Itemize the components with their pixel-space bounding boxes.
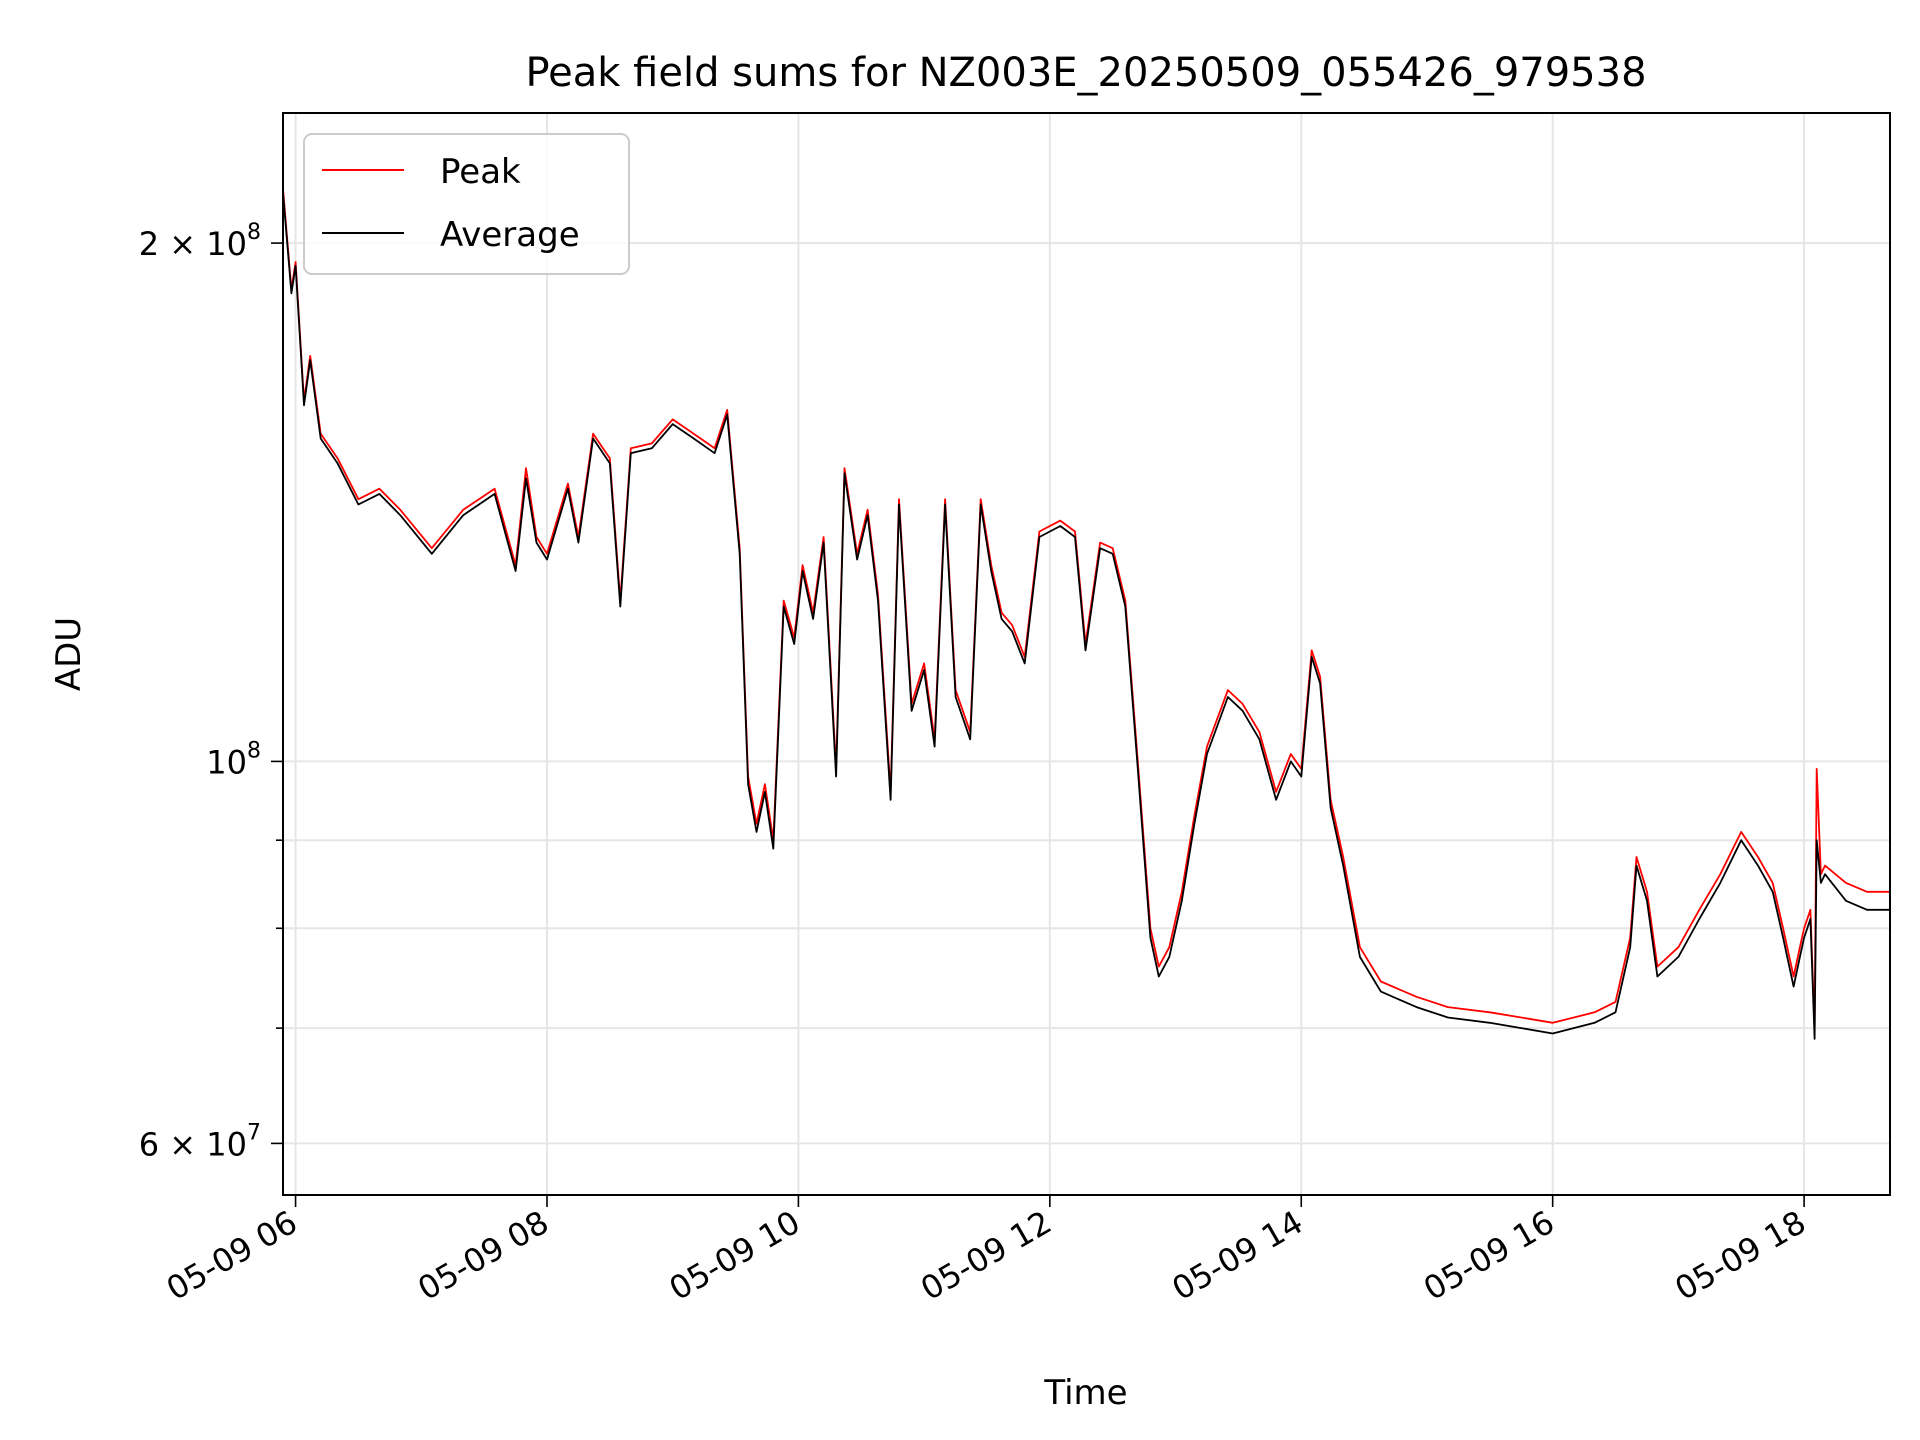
- plot-area: [282, 188, 1890, 1040]
- legend-label-average: Average: [440, 215, 580, 255]
- x-axis-label: Time: [1043, 1373, 1127, 1413]
- x-tick-label: 05-09 12: [914, 1203, 1058, 1308]
- y-axis-label: ADU: [49, 617, 89, 691]
- x-axis: 05-09 06 05-09 08 05-09 10 05-09 12 05-09 14…: [160, 1195, 1812, 1308]
- series-line-average: [282, 192, 1890, 1040]
- y-tick-label: 108: [206, 738, 261, 781]
- x-tick-label: 05-09 16: [1417, 1203, 1561, 1308]
- x-tick-label: 05-09 14: [1166, 1203, 1310, 1308]
- plot-frame: [282, 112, 1891, 1196]
- chart-title: Peak field sums for NZ003E_20250509_0554…: [525, 50, 1646, 96]
- x-tick-label: 05-09 18: [1668, 1203, 1812, 1308]
- y-tick-label: 2 × 108: [139, 220, 261, 263]
- legend-label-peak: Peak: [440, 152, 521, 192]
- x-tick-label: 05-09 10: [663, 1203, 807, 1308]
- series-line-peak: [282, 188, 1890, 1029]
- x-tick-label: 05-09 08: [411, 1203, 555, 1308]
- y-axis: 6 × 107 108 2 × 108: [139, 220, 283, 1163]
- grid: [283, 113, 1890, 1195]
- x-tick-label: 05-09 06: [160, 1203, 304, 1308]
- y-tick-label: 6 × 107: [139, 1120, 261, 1163]
- legend: Peak Average: [303, 133, 630, 275]
